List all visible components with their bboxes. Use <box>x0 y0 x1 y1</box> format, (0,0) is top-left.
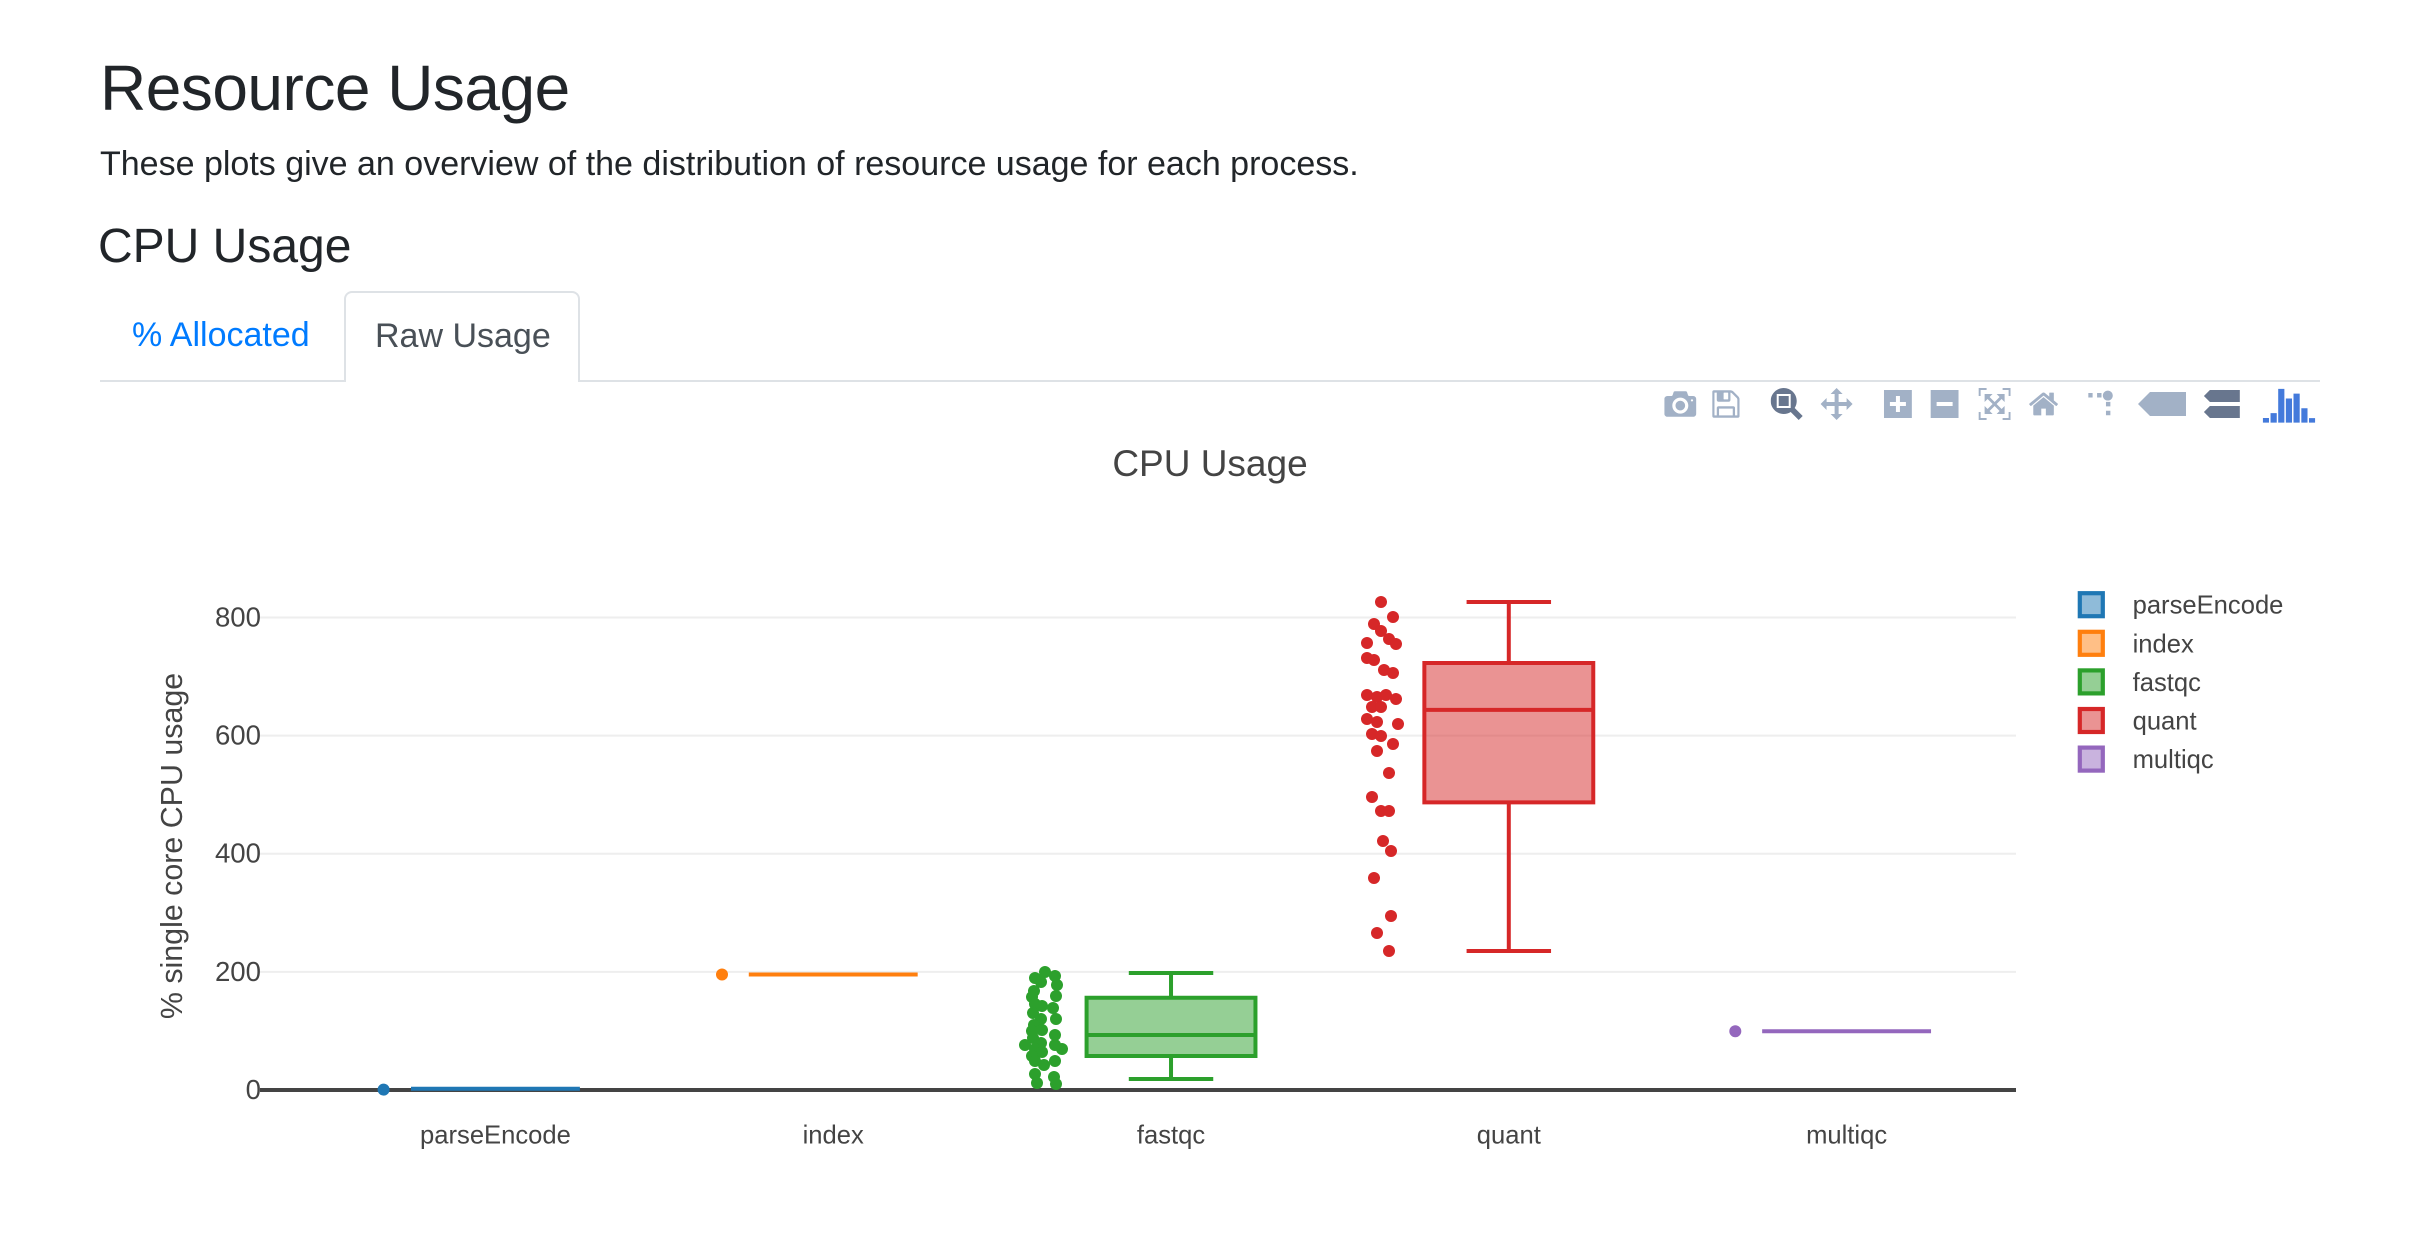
svg-text:multiqc: multiqc <box>2133 746 2214 774</box>
svg-text:quant: quant <box>1477 1122 1541 1150</box>
svg-text:parseEncode: parseEncode <box>420 1122 571 1150</box>
svg-text:200: 200 <box>215 956 261 987</box>
svg-text:index: index <box>2133 630 2194 658</box>
svg-text:CPU Usage: CPU Usage <box>1112 443 1307 484</box>
svg-text:0: 0 <box>246 1074 261 1105</box>
svg-text:index: index <box>803 1122 864 1150</box>
svg-text:parseEncode: parseEncode <box>2133 592 2284 620</box>
svg-text:fastqc: fastqc <box>1137 1122 1205 1150</box>
svg-text:600: 600 <box>215 720 261 751</box>
svg-text:% single core CPU usage: % single core CPU usage <box>155 673 189 1019</box>
svg-text:800: 800 <box>215 602 261 633</box>
svg-text:fastqc: fastqc <box>2133 669 2201 697</box>
svg-text:multiqc: multiqc <box>1806 1122 1887 1150</box>
svg-text:400: 400 <box>215 838 261 869</box>
svg-text:quant: quant <box>2133 708 2197 736</box>
